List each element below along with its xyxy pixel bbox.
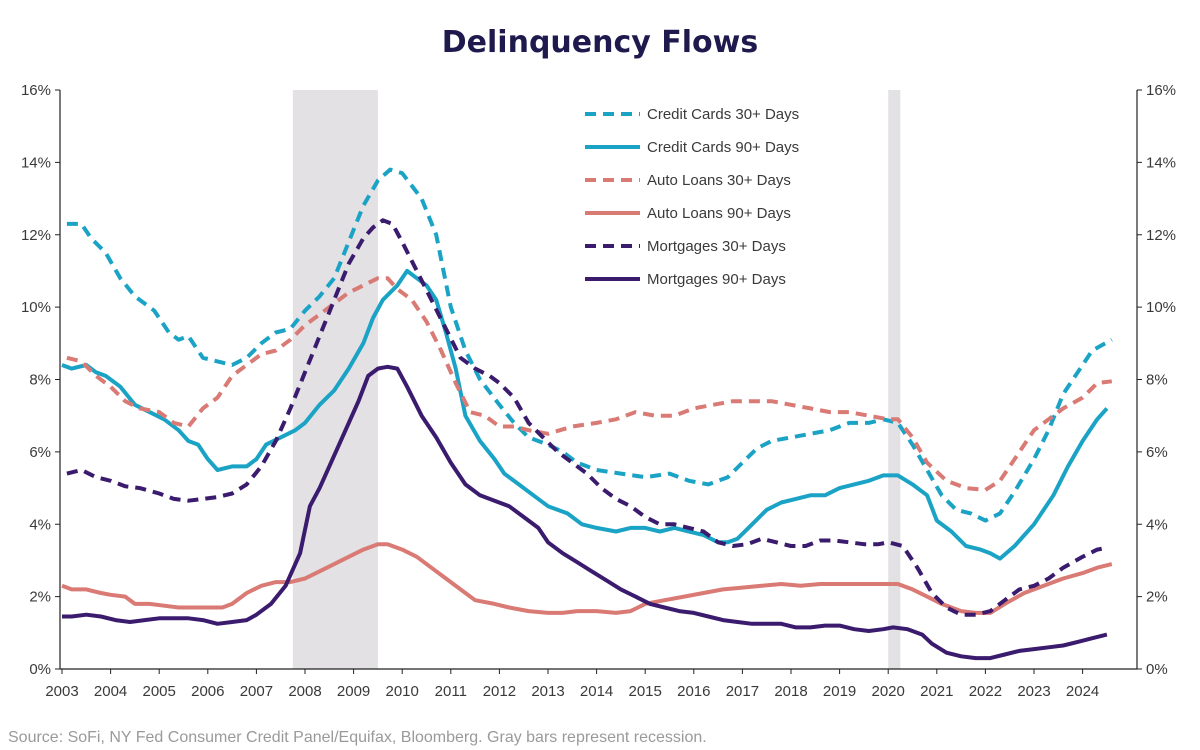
series-line-credit-cards-90-days <box>61 268 1109 561</box>
series-line-credit-cards-30-days <box>66 167 1113 523</box>
x-tick-label: 2005 <box>143 683 176 700</box>
y-tick-label-right: 10% <box>1146 299 1176 316</box>
x-tick-label: 2017 <box>726 683 759 700</box>
y-tick-label-right: 4% <box>1146 516 1168 533</box>
y-tick-label-right: 6% <box>1146 444 1168 461</box>
x-tick-label: 2003 <box>45 683 78 700</box>
axes: 0% 0% 2% 2% 4% 4% 6% 6% 8% 8% 10% 10% 12% 12% 14% 14% 16… <box>21 82 1176 700</box>
x-tick-label: 2013 <box>531 683 564 700</box>
x-tick-label: 2022 <box>969 683 1002 700</box>
y-tick-label-right: 2% <box>1146 589 1168 606</box>
series-line-auto-loans-90-days <box>61 542 1113 615</box>
x-tick-label: 2004 <box>94 683 127 700</box>
x-tick-label: 2015 <box>629 683 662 700</box>
y-tick-label-left: 6% <box>29 444 51 461</box>
legend-label-auto-loans-30-days: Auto Loans 30+ Days <box>647 172 791 189</box>
y-tick-label-left: 12% <box>21 227 51 244</box>
x-tick-label: 2018 <box>774 683 807 700</box>
y-tick-label-right: 0% <box>1146 661 1168 678</box>
y-tick-label-left: 2% <box>29 589 51 606</box>
legend-label-credit-cards-90-days: Credit Cards 90+ Days <box>647 139 799 156</box>
x-tick-label: 2016 <box>677 683 710 700</box>
y-tick-label-right: 12% <box>1146 227 1176 244</box>
legend-label-auto-loans-90-days: Auto Loans 90+ Days <box>647 205 791 222</box>
recession-bands <box>292 90 901 669</box>
y-tick-label-left: 4% <box>29 516 51 533</box>
y-tick-label-left: 10% <box>21 299 51 316</box>
source-note: Source: SoFi, NY Fed Consumer Credit Pan… <box>8 729 707 746</box>
x-tick-label: 2007 <box>240 683 273 700</box>
x-tick-label: 2023 <box>1017 683 1050 700</box>
legend-label-credit-cards-30-days: Credit Cards 30+ Days <box>647 106 799 123</box>
x-tick-label: 2010 <box>386 683 419 700</box>
x-tick-label: 2008 <box>288 683 321 700</box>
x-tick-label: 2012 <box>483 683 516 700</box>
series-line-auto-loans-30-days <box>66 276 1113 492</box>
x-tick-label: 2014 <box>580 683 613 700</box>
series-line-mortgages-90-days <box>62 364 1108 661</box>
legend-label-mortgages-30-days: Mortgages 30+ Days <box>647 238 786 255</box>
x-tick-label: 2006 <box>191 683 224 700</box>
series <box>61 167 1113 661</box>
x-tick-label: 2011 <box>435 683 467 700</box>
x-tick-label: 2019 <box>823 683 856 700</box>
y-tick-label-left: 16% <box>21 82 51 99</box>
x-tick-label: 2020 <box>872 683 905 700</box>
y-tick-label-right: 16% <box>1146 82 1176 99</box>
x-tick-label: 2024 <box>1066 683 1099 700</box>
recession-band-2 <box>888 90 901 669</box>
recession-band-1 <box>292 90 378 669</box>
chart-title: Delinquency Flows <box>442 25 758 60</box>
y-tick-label-left: 0% <box>29 661 51 678</box>
y-tick-label-left: 14% <box>21 154 51 171</box>
y-tick-label-right: 14% <box>1146 154 1176 171</box>
x-tick-label: 2021 <box>920 683 953 700</box>
legend-label-mortgages-90-days: Mortgages 90+ Days <box>647 271 786 288</box>
series-line-mortgages-30-days <box>66 218 1108 617</box>
x-tick-label: 2009 <box>337 683 370 700</box>
legend: Credit Cards 30+ Days Credit Cards 90+ Da… <box>585 106 799 288</box>
y-tick-label-left: 8% <box>29 372 51 389</box>
y-tick-label-right: 8% <box>1146 372 1168 389</box>
